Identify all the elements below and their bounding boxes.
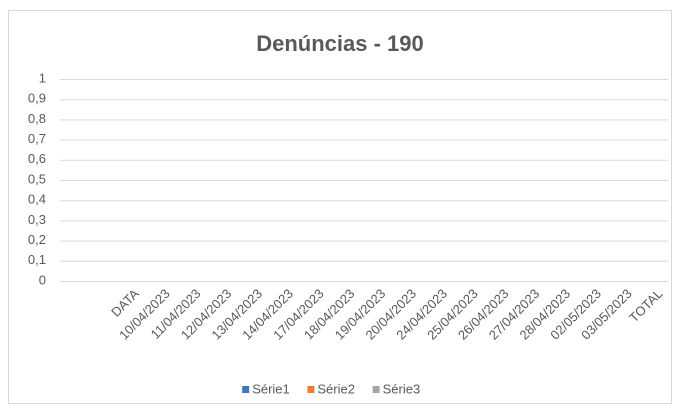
y-tick-label: 0,4	[28, 192, 46, 207]
legend-swatch	[372, 386, 380, 393]
y-tick-label: 0,6	[28, 151, 46, 166]
legend-label: Série3	[383, 381, 421, 396]
chart-title: Denúncias - 190	[256, 31, 424, 56]
y-tick-label: 1	[39, 70, 46, 85]
y-tick-label: 0,5	[28, 171, 46, 186]
y-tick-label: 0,7	[28, 131, 46, 146]
y-tick-label: 0,8	[28, 111, 46, 126]
legend-label: Série2	[317, 381, 355, 396]
chart-border	[8, 10, 672, 404]
y-tick-label: 0	[39, 272, 46, 287]
legend-label: Série1	[252, 381, 290, 396]
y-tick-label: 0,9	[28, 91, 46, 106]
legend-swatch	[307, 386, 315, 393]
legend-swatch	[242, 386, 250, 393]
y-tick-label: 0,2	[28, 232, 46, 247]
y-tick-label: 0,1	[28, 252, 46, 267]
y-tick-label: 0,3	[28, 212, 46, 227]
